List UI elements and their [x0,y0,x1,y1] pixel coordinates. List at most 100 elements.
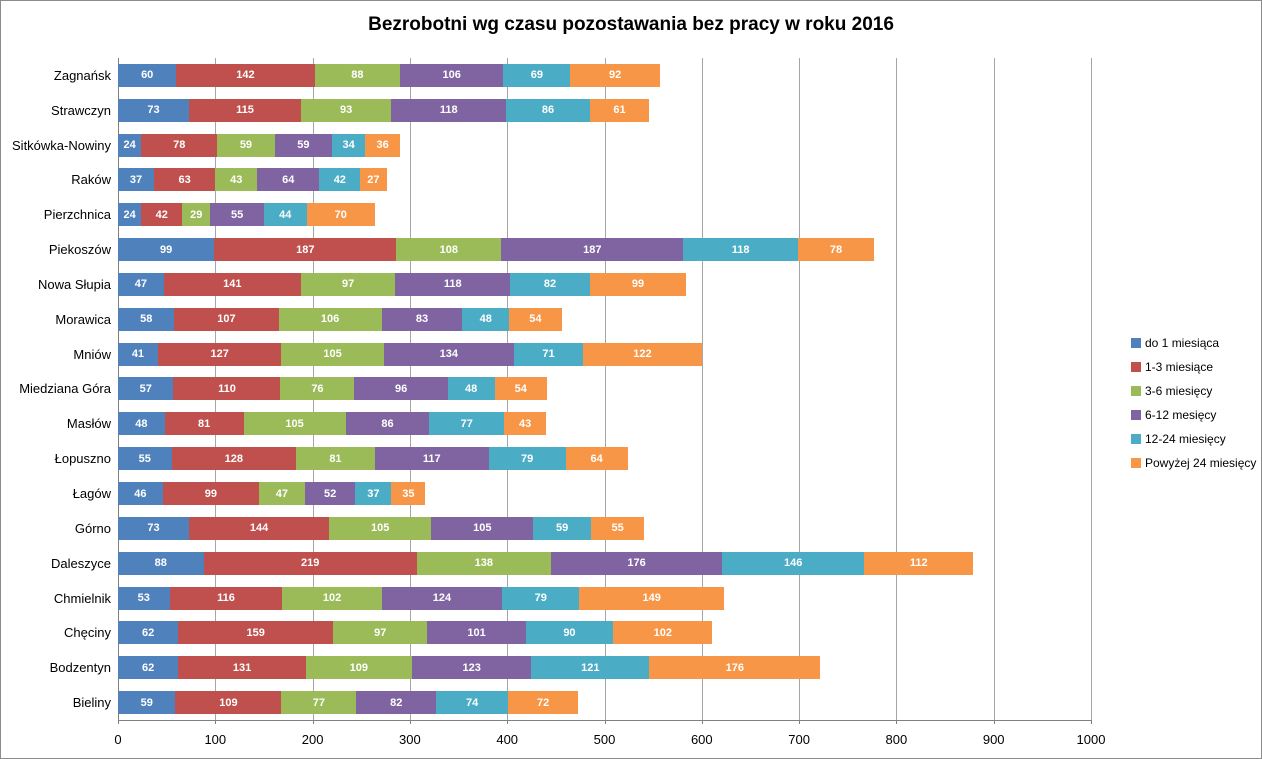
category-label: Pierzchnica [43,207,111,223]
bar-value-label: 141 [223,278,242,291]
bar-value-label: 62 [142,626,155,639]
bar-segment: 46 [118,482,163,505]
bar-segment: 77 [281,691,357,715]
bar-segment: 43 [215,168,258,192]
bar-segment: 59 [274,133,333,157]
bar-value-label: 109 [219,696,238,709]
bar-value-label: 115 [236,104,254,117]
legend-swatch [1131,434,1141,444]
bar-row: 47 141 97 118 82 99 [118,267,1091,302]
gridline [799,58,801,720]
bar-segment: 128 [171,447,297,471]
bar-segment: 138 [416,551,551,575]
category-label: Strawczyn [51,102,111,118]
gridline [896,58,898,720]
bar-value-label: 118 [439,104,458,117]
bar-segment: 99 [162,482,260,505]
bar-segment: 42 [319,168,361,192]
bar-value-label: 99 [204,487,218,500]
bar-value-label: 176 [627,557,646,570]
bar-segment: 109 [305,656,412,680]
bar-row: 46 99 47 52 37 35 [118,476,1091,511]
bar-segment: 55 [210,203,264,227]
bar-segment: 102 [613,621,713,645]
legend-swatch [1131,362,1141,372]
bar-value-label: 187 [583,243,602,256]
bar-row: 57 110 76 96 48 54 [118,372,1091,407]
bar-segment: 64 [565,447,628,471]
axis-tick [896,720,898,724]
bar-value-label: 108 [439,243,458,256]
bar-value-label: 176 [725,661,744,674]
bar-value-label: 61 [613,104,626,117]
legend-label: 6-12 mesięcy [1145,408,1217,422]
bar-value-label: 105 [285,417,304,430]
bar-value-label: 74 [466,696,479,709]
bar-row: 88 219 138 176 146 112 [118,546,1091,581]
bar-value-label: 117 [422,452,441,465]
bar-value-label: 44 [279,208,292,221]
bar-segment: 83 [381,307,463,331]
bar-value-label: 106 [442,69,461,82]
bar-segment: 124 [381,586,503,610]
bar-value-label: 73 [147,104,160,117]
bar-segment: 106 [278,307,382,331]
bar-segment: 63 [154,168,216,192]
bar-value-label: 48 [135,417,148,430]
bar-segment: 122 [583,342,702,366]
bar-value-label: 97 [341,278,355,291]
legend-item: 1-3 miesiące [1131,355,1256,379]
bar-segment: 43 [504,412,547,436]
legend-label: 1-3 miesiące [1145,360,1214,374]
x-tick-label: 300 [399,732,421,747]
bar-segment: 55 [118,447,172,471]
gridline [993,58,995,720]
bar-value-label: 92 [609,69,622,82]
x-tick-label: 700 [788,732,810,747]
bar-value-label: 35 [402,487,415,500]
bar-value-label: 118 [443,278,462,291]
bar-value-label: 57 [139,382,152,395]
bar-segment: 142 [176,63,315,87]
bar-segment: 117 [374,447,489,471]
bar-segment: 92 [570,63,660,87]
bar-segment: 57 [118,377,174,401]
category-label: Łagów [72,486,111,501]
legend-item: do 1 miesiąca [1131,331,1256,355]
legend-swatch [1131,386,1141,396]
category-label: Bieliny [72,695,111,711]
category-label: Daleszyce [51,555,111,571]
bar-segment: 48 [118,412,165,436]
bar-segment: 48 [462,307,510,331]
bar-segment: 96 [354,377,448,401]
bar-value-label: 24 [123,208,136,221]
legend-item: Powyżej 24 miesięcy [1131,451,1256,475]
bar-segment: 53 [118,586,170,610]
bar-value-label: 59 [297,139,310,152]
bar-segment: 187 [501,238,684,262]
bar-segment: 176 [550,551,723,575]
bar-value-label: 36 [376,139,389,152]
bar-value-label: 105 [323,348,342,361]
bar-segment: 58 [118,307,175,331]
bar-value-label: 53 [137,592,150,605]
bar-value-label: 134 [439,348,458,361]
bar-value-label: 127 [210,348,229,361]
category-label: Nowa Słupia [38,276,111,292]
bar-value-label: 58 [140,313,153,326]
bar-row: 37 63 43 64 42 27 [118,163,1091,198]
bar-segment: 106 [400,63,504,87]
bar-segment: 48 [447,377,495,401]
bar-segment: 64 [257,168,320,192]
x-tick-label: 1000 [1076,732,1106,747]
bar-value-label: 29 [190,208,203,221]
bar-value-label: 144 [249,522,269,535]
bar-value-label: 54 [529,313,542,326]
bar-value-label: 122 [633,348,652,361]
bar-segment: 99 [118,238,215,262]
bar-value-label: 86 [381,417,394,430]
bar-segment: 52 [304,482,356,505]
bar-segment: 101 [427,621,526,645]
category-label: Miedziana Góra [19,381,111,397]
